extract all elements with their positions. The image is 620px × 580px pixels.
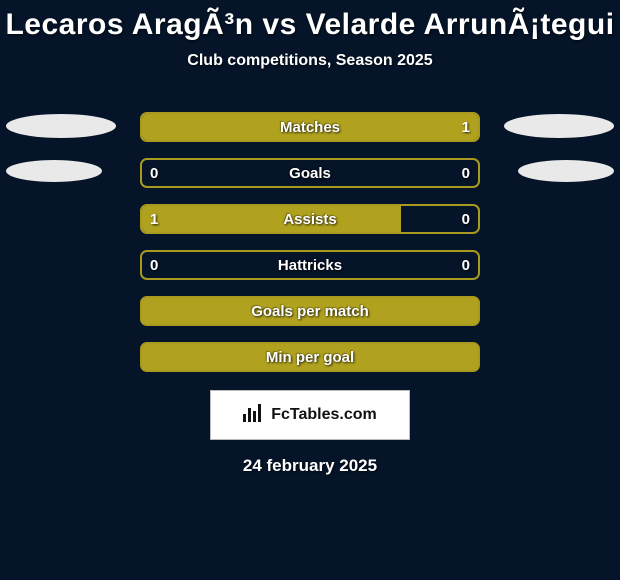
player-right-oval (504, 114, 614, 138)
page-date: 24 february 2025 (0, 456, 620, 476)
bars-icon (243, 404, 265, 427)
stat-row: Min per goal (0, 338, 620, 384)
stat-row: 1Matches (0, 108, 620, 154)
stat-bar-track: 0 0Goals (140, 158, 480, 188)
stat-label: Hattricks (142, 257, 478, 274)
stat-row: Goals per match (0, 292, 620, 338)
stat-value-left: 0 (150, 165, 158, 182)
stat-row: 0 0Hattricks (0, 246, 620, 292)
page-title: Lecaros AragÃ³n vs Velarde ArrunÃ¡tegui (0, 0, 620, 42)
stat-bar-track: Min per goal (140, 342, 480, 372)
stat-label: Goals (142, 165, 478, 182)
stat-bar-fill-left (142, 206, 401, 232)
player-right-oval (518, 160, 614, 182)
player-left-oval (6, 114, 116, 138)
stat-value-right: 0 (462, 257, 470, 274)
stat-bar-track: 1Matches (140, 112, 480, 142)
stat-bar-track: 10Assists (140, 204, 480, 234)
page-subtitle: Club competitions, Season 2025 (0, 52, 620, 70)
stat-row: 0 0Goals (0, 154, 620, 200)
stat-bar-fill-right (142, 114, 478, 140)
player-left-oval (6, 160, 102, 182)
stat-row: 10Assists (0, 200, 620, 246)
stat-label: Goals per match (142, 303, 478, 320)
stat-label: Min per goal (142, 349, 478, 366)
stat-value-left: 0 (150, 257, 158, 274)
brand-text: FcTables.com (271, 406, 377, 424)
stat-value-right: 0 (462, 165, 470, 182)
stats-rows: 1Matches00Goals10Assists00HattricksGoals… (0, 108, 620, 384)
stat-bar-track: Goals per match (140, 296, 480, 326)
stat-value-right: 0 (462, 211, 470, 228)
brand-box[interactable]: FcTables.com (210, 390, 410, 440)
stat-bar-track: 0 0Hattricks (140, 250, 480, 280)
